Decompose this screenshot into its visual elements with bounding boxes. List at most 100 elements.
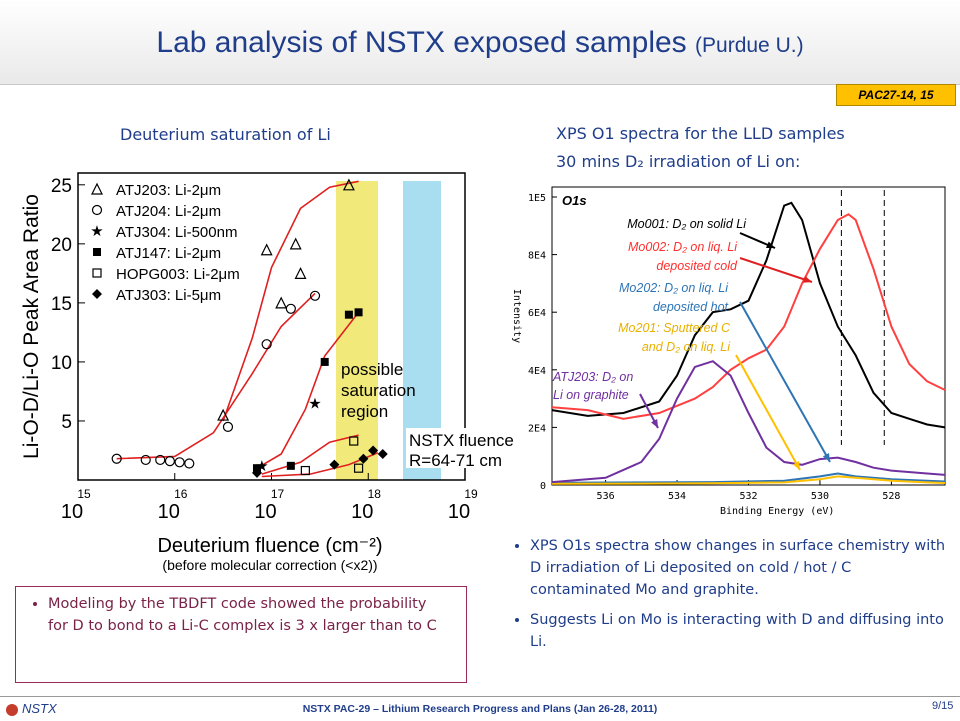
x-axis-label: Deuterium fluence (cm⁻²) bbox=[157, 535, 382, 557]
data-point-circle bbox=[155, 454, 166, 466]
data-point-square-filled bbox=[344, 310, 353, 319]
data-point-circle bbox=[222, 421, 234, 432]
xps-x-tick-label: 534 bbox=[668, 491, 686, 502]
annotation-arrowhead bbox=[651, 419, 658, 428]
fluence-label-bg bbox=[406, 428, 514, 468]
annotation-arrow bbox=[739, 257, 813, 283]
y-tick-label: 5 bbox=[61, 412, 72, 433]
page-number: 9/15 bbox=[932, 700, 954, 712]
xps-y-tick-label: 8E4 bbox=[528, 251, 546, 262]
footer-text: NSTX PAC-29 – Lithium Research Progress … bbox=[302, 703, 658, 715]
right-bullet-2: Suggests Li on Mo is interacting with D … bbox=[530, 609, 952, 653]
data-point-circle bbox=[285, 303, 296, 314]
fluence-label: NSTX fluence bbox=[409, 431, 514, 450]
y-tick-label: 15 bbox=[51, 294, 72, 315]
legend-label: HOPG003: Li-2μm bbox=[116, 266, 240, 283]
data-point-circle bbox=[164, 456, 176, 467]
xps-y-axis-label: Intensity bbox=[511, 289, 522, 343]
fit-curve bbox=[256, 311, 360, 469]
slide-title: Lab analysis of NSTX exposed samples (Pu… bbox=[0, 26, 960, 60]
annotation-arrow bbox=[739, 301, 831, 463]
data-point-triangle bbox=[294, 267, 307, 279]
y-tick-label: 20 bbox=[51, 235, 72, 256]
data-point-circle bbox=[261, 339, 272, 350]
modeling-note: Modeling by the TBDFT code showed the pr… bbox=[30, 593, 450, 645]
saturation-chart: 51015202510151016101710181019Li-O-D/Li-O… bbox=[20, 172, 514, 573]
xps-x-axis-label: Binding Energy (eV) bbox=[720, 506, 834, 517]
data-point-triangle bbox=[260, 243, 273, 256]
data-point-triangle bbox=[91, 182, 103, 195]
xps-series-annotation: Mo202: D₂ on liq. Li bbox=[619, 281, 729, 295]
x-tick-exponent: 16 bbox=[174, 487, 188, 501]
y-axis-label: Li-O-D/Li-O Peak Area Ratio bbox=[20, 194, 43, 459]
annotation-arrowhead bbox=[822, 453, 830, 462]
xps-series-line bbox=[551, 475, 946, 485]
data-point-square-open bbox=[300, 465, 310, 476]
x-tick-exponent: 15 bbox=[77, 487, 91, 501]
region-label: region bbox=[341, 402, 388, 421]
legend-label: ATJ147: Li-2μm bbox=[116, 245, 221, 262]
xps-x-tick-label: 528 bbox=[882, 491, 900, 502]
data-point-diamond bbox=[92, 289, 102, 299]
xps-y-tick-label: 1E5 bbox=[528, 193, 546, 204]
header-bar bbox=[0, 0, 960, 85]
data-point-triangle bbox=[289, 237, 302, 250]
x-axis-note: (before molecular correction (<x2)) bbox=[162, 557, 377, 573]
xps-series-annotation: Li on graphite bbox=[553, 388, 629, 402]
modeling-note-box: Modeling by the TBDFT code showed the pr… bbox=[15, 586, 467, 683]
data-point-square-filled bbox=[354, 308, 363, 317]
xps-series-annotation: Mo002: D₂ on liq. Li bbox=[628, 240, 738, 254]
region-label: saturation bbox=[341, 381, 416, 400]
data-point-star: ★ bbox=[308, 394, 321, 412]
xps-y-tick-label: 6E4 bbox=[528, 308, 546, 319]
right-bullet-list: XPS O1s spectra show changes in surface … bbox=[512, 535, 952, 661]
xps-x-tick-label: 530 bbox=[811, 491, 829, 502]
x-tick-base: 10 bbox=[61, 501, 83, 523]
fit-curve bbox=[116, 292, 316, 460]
data-point-diamond bbox=[377, 449, 388, 460]
data-point-diamond bbox=[329, 459, 340, 470]
xps-series-annotation: Mo201: Sputtered C bbox=[618, 321, 731, 335]
saturation-region-band bbox=[336, 181, 378, 480]
footer-bar bbox=[0, 696, 960, 721]
xps-y-tick-label: 4E4 bbox=[528, 366, 546, 377]
data-point-circle bbox=[174, 457, 185, 468]
fit-curve bbox=[261, 434, 359, 475]
data-point-square-open bbox=[349, 436, 359, 446]
xps-series-annotation: and D₂ on liq. Li bbox=[642, 340, 731, 354]
xps-series-annotation: ATJ203: D₂ on bbox=[552, 370, 633, 384]
left-section-title: Deuterium saturation of Li bbox=[120, 125, 331, 144]
xps-x-tick-label: 536 bbox=[597, 491, 615, 502]
data-point-circle bbox=[111, 453, 122, 464]
right-bullet-1: XPS O1s spectra show changes in surface … bbox=[530, 535, 952, 601]
xps-y-tick-label: 2E4 bbox=[528, 423, 546, 434]
x-tick-base: 10 bbox=[351, 501, 373, 523]
data-point-star: ★ bbox=[90, 222, 103, 240]
legend-label: ATJ203: Li-2μm bbox=[116, 182, 221, 199]
xps-series-line bbox=[551, 213, 946, 420]
data-point-circle bbox=[140, 454, 151, 466]
x-tick-exponent: 19 bbox=[464, 487, 478, 501]
data-point-triangle bbox=[217, 408, 230, 421]
fit-curve bbox=[222, 180, 359, 422]
right-section-title-line2: 30 mins D₂ irradiation of Li on: bbox=[556, 152, 801, 171]
xps-panel-label: O1s bbox=[562, 193, 587, 208]
data-point-diamond bbox=[368, 445, 379, 456]
data-point-triangle bbox=[342, 178, 355, 191]
modeling-note-text: Modeling by the TBDFT code showed the pr… bbox=[48, 593, 450, 637]
data-point-square-open bbox=[353, 463, 364, 473]
xps-chart: 0 2E4 4E4 6E4 8E4 1E5 536 534 532 530 528 Binding E… bbox=[511, 186, 946, 517]
x-tick-base: 10 bbox=[254, 501, 276, 523]
xps-series-annotation: deposited hot bbox=[653, 300, 729, 314]
xps-x-tick-label: 532 bbox=[739, 491, 757, 502]
data-point-circle bbox=[309, 290, 321, 301]
data-point-square-open bbox=[92, 268, 102, 278]
annotation-arrow bbox=[735, 354, 801, 471]
annotation-arrowhead bbox=[766, 241, 775, 248]
data-point-square-filled bbox=[320, 357, 329, 366]
region-label: possible bbox=[341, 360, 403, 379]
data-point-circle bbox=[91, 204, 103, 216]
xps-series-line bbox=[551, 201, 946, 429]
legend-label: ATJ204: Li-2μm bbox=[116, 203, 221, 220]
